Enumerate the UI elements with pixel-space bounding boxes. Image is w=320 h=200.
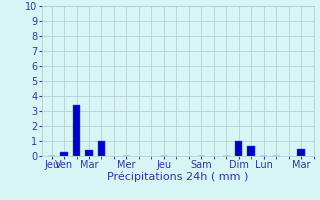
- Bar: [60, 152, 68, 156]
- X-axis label: Précipitations 24h ( mm ): Précipitations 24h ( mm ): [107, 172, 248, 182]
- Bar: [247, 146, 255, 156]
- Bar: [73, 105, 80, 156]
- Bar: [235, 141, 243, 156]
- Bar: [297, 148, 305, 156]
- Bar: [98, 141, 105, 156]
- Bar: [85, 150, 93, 156]
